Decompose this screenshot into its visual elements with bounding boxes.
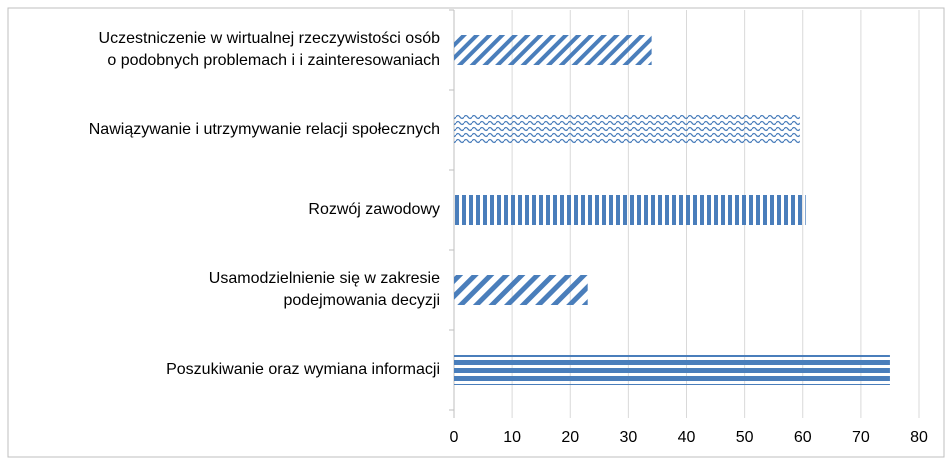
y-tick-label: o podobnych problemach i i zainteresowan… bbox=[107, 52, 440, 69]
x-tick-label: 10 bbox=[503, 429, 521, 446]
y-tick-label: podejmowania decyzji bbox=[283, 292, 440, 309]
x-tick-label: 70 bbox=[852, 429, 870, 446]
bar bbox=[454, 115, 800, 145]
bar bbox=[454, 355, 890, 385]
x-tick-label: 20 bbox=[561, 429, 579, 446]
y-tick-label: Rozwój zawodowy bbox=[308, 201, 440, 218]
y-tick-label: Usamodzielnienie się w zakresie bbox=[209, 270, 440, 287]
y-tick-label: Poszukiwanie oraz wymiana informacji bbox=[166, 361, 440, 378]
bar bbox=[454, 195, 806, 225]
x-tick-label: 80 bbox=[910, 429, 928, 446]
frame bbox=[7, 7, 945, 458]
x-tick-label: 50 bbox=[736, 429, 754, 446]
x-tick-label: 0 bbox=[450, 429, 459, 446]
x-tick-label: 40 bbox=[678, 429, 696, 446]
y-tick-label: Uczestniczenie w wirtualnej rzeczywistoś… bbox=[99, 30, 441, 47]
x-tick-label: 60 bbox=[794, 429, 812, 446]
y-tick-label: Nawiązywanie i utrzymywanie relacji społ… bbox=[89, 121, 440, 138]
bar bbox=[454, 35, 652, 65]
x-tick-label: 30 bbox=[619, 429, 637, 446]
bar bbox=[454, 275, 588, 305]
